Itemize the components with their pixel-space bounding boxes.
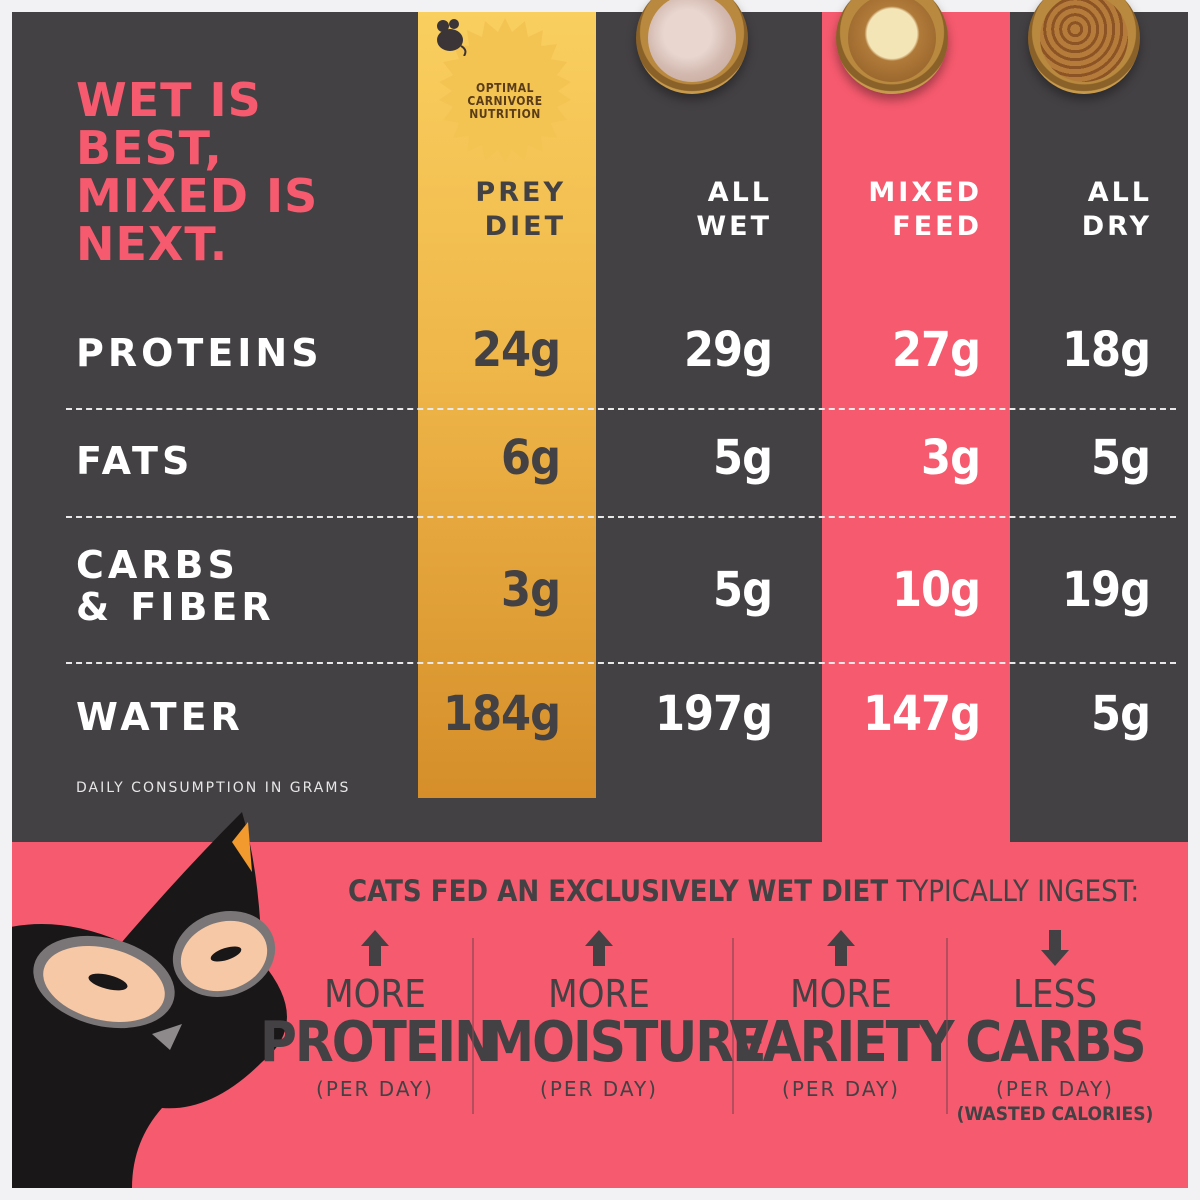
value-dry-carbs: 19g (1061, 562, 1151, 618)
nose-icon (152, 1024, 182, 1050)
mouse-icon (437, 19, 467, 56)
row-label-carbs-fiber: CARBS & FIBER (76, 544, 275, 628)
value-wet-fats: 5g (713, 430, 773, 486)
badge-line: OPTIMAL (476, 81, 534, 95)
column-header-mixed-feed: MIXED FEED (832, 176, 982, 244)
title-line: NEXT. (76, 217, 229, 271)
column-divider (472, 938, 474, 1114)
benefit-name: MOISTURE (484, 1010, 767, 1075)
column-header-all-dry: ALL DRY (1012, 176, 1152, 244)
column-header-all-wet: ALL WET (632, 176, 772, 244)
row-label-line: CARBS (76, 543, 239, 587)
row-label-line: FATS (76, 439, 194, 483)
row-label-line: & FIBER (76, 585, 275, 629)
benefit-qualifier: MORE (548, 972, 650, 1016)
value-wet-water: 197g (654, 686, 773, 742)
row-label-proteins: PROTEINS (76, 332, 323, 374)
headline-bold: CATS FED AN EXCLUSIVELY WET DIET (348, 874, 889, 908)
value-prey-water: 184g (442, 686, 561, 742)
arrow-up-icon (827, 930, 855, 966)
row-label-water: WATER (76, 696, 244, 738)
value-prey-fats: 6g (501, 430, 561, 486)
benefit-protein: MORE PROTEIN (PER DAY) (260, 930, 496, 1102)
value-prey-carbs: 3g (501, 562, 561, 618)
benefit-name: VARIETY (729, 1010, 955, 1075)
mixed-feed-column-highlight (822, 12, 1010, 842)
benefit-period: (PER DAY) (316, 1077, 434, 1101)
row-label-line: WATER (76, 695, 244, 739)
row-label-line: PROTEINS (76, 331, 323, 375)
title-line: MIXED IS (76, 169, 319, 223)
badge-line: CARNIVORE (467, 94, 543, 108)
value-wet-proteins: 29g (683, 322, 773, 378)
value-mixed-fats: 3g (921, 430, 981, 486)
value-mixed-carbs: 10g (891, 562, 981, 618)
column-divider (946, 938, 948, 1114)
starburst-seal-icon (439, 18, 571, 164)
benefit-period: (PER DAY) (996, 1077, 1114, 1101)
value-mixed-water: 147g (862, 686, 981, 742)
value-wet-carbs: 5g (713, 562, 773, 618)
optimal-nutrition-badge: OPTIMAL CARNIVORE NUTRITION (430, 16, 580, 166)
value-dry-water: 5g (1091, 686, 1151, 742)
column-header-line: WET (696, 211, 772, 242)
benefit-carbs: LESS CARBS (PER DAY) (WASTED CALORIES) (940, 930, 1170, 1126)
row-divider (66, 662, 1176, 664)
benefit-name: PROTEIN (260, 1010, 496, 1075)
column-header-line: ALL (1087, 177, 1152, 208)
summary-headline: CATS FED AN EXCLUSIVELY WET DIET TYPICAL… (348, 874, 1139, 908)
mixed-food-bowl-image (836, 0, 948, 94)
column-header-line: MIXED (868, 177, 982, 208)
column-header-line: ALL (707, 177, 772, 208)
benefit-note: (WASTED CALORIES) (956, 1103, 1154, 1125)
benefit-qualifier: MORE (324, 972, 426, 1016)
infographic: WET IS BEST, MIXED IS NEXT. OPTIMAL CARN… (12, 0, 1188, 1188)
arrow-down-icon (1041, 930, 1069, 966)
row-label-fats: FATS (76, 440, 193, 482)
dry-food-bowl-image (1028, 0, 1140, 94)
benefit-variety: MORE VARIETY (PER DAY) (726, 930, 956, 1102)
column-header-line: PREY (475, 177, 566, 208)
value-prey-proteins: 24g (471, 322, 561, 378)
title-line: WET IS (76, 73, 262, 127)
column-divider (732, 938, 734, 1114)
row-divider (66, 408, 1176, 410)
column-header-line: DRY (1081, 211, 1152, 242)
benefit-period: (PER DAY) (782, 1077, 900, 1101)
benefit-moisture: MORE MOISTURE (PER DAY) (484, 930, 767, 1102)
value-dry-proteins: 18g (1061, 322, 1151, 378)
black-cat-illustration (12, 812, 287, 1188)
arrow-up-icon (361, 930, 389, 966)
benefit-qualifier: MORE (790, 972, 892, 1016)
badge-label: OPTIMAL CARNIVORE NUTRITION (430, 82, 580, 121)
wet-food-bowl-image (636, 0, 748, 94)
column-header-line: FEED (892, 211, 982, 242)
row-divider (66, 516, 1176, 518)
headline-regular: TYPICALLY INGEST: (888, 874, 1140, 908)
title-line: BEST, (76, 121, 223, 175)
column-header-line: DIET (484, 211, 566, 242)
badge-line: NUTRITION (469, 107, 541, 121)
benefit-period: (PER DAY) (540, 1077, 658, 1101)
value-mixed-proteins: 27g (891, 322, 981, 378)
ear-icon (232, 822, 252, 872)
benefit-name: CARBS (965, 1010, 1146, 1075)
page-title: WET IS BEST, MIXED IS NEXT. (76, 76, 318, 268)
column-header-prey-diet: PREY DIET (432, 176, 566, 244)
benefit-qualifier: LESS (1012, 972, 1098, 1016)
units-note: DAILY CONSUMPTION IN GRAMS (76, 780, 351, 796)
arrow-up-icon (585, 930, 613, 966)
value-dry-fats: 5g (1091, 430, 1151, 486)
